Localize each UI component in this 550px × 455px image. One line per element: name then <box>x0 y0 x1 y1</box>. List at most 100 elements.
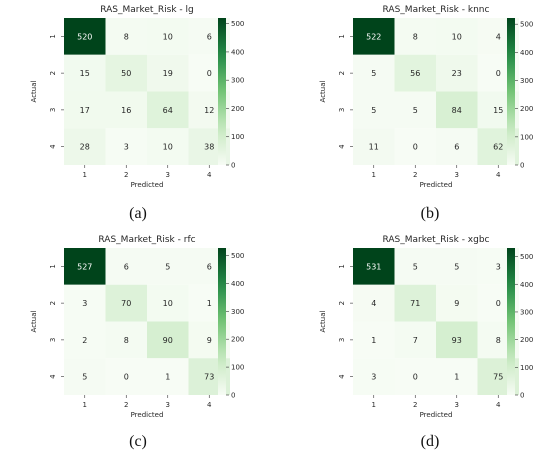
y-axis-label: Actual <box>319 310 327 332</box>
heatmap-cell <box>64 248 106 285</box>
cell-value-label: 3 <box>371 373 376 382</box>
heatmap-cell <box>394 358 436 395</box>
heatmap-cell <box>394 128 436 165</box>
y-tick-label: 2 <box>49 301 57 305</box>
y-tick-label: 3 <box>338 108 346 112</box>
cell-value-label: 15 <box>80 69 90 78</box>
heatmap-cell <box>64 18 106 55</box>
heatmap-cell <box>147 128 189 165</box>
subfigure-caption: (a) <box>129 205 147 222</box>
heatmap-cell <box>105 18 147 55</box>
x-axis-label: Predicted <box>420 411 453 419</box>
x-tick-label: 3 <box>455 401 459 409</box>
heatmap-cell <box>353 18 395 55</box>
cell-value-label: 84 <box>452 106 462 115</box>
colorbar-tick-label: 0 <box>520 392 524 400</box>
colorbar <box>507 18 515 165</box>
heatmap-cell <box>64 54 106 92</box>
cell-value-label: 531 <box>366 262 381 271</box>
heatmap-cell <box>394 248 436 285</box>
cell-value-label: 10 <box>452 32 462 41</box>
heatmap-cell <box>353 248 395 285</box>
heatmap-cell <box>353 358 395 395</box>
colorbar-tick-label: 400 <box>231 48 244 56</box>
heatmap-cell <box>147 18 189 55</box>
cell-value-label: 5 <box>413 106 418 115</box>
cell-value-label: 71 <box>410 299 420 308</box>
colorbar-tick-label: 100 <box>520 133 533 141</box>
cell-value-label: 10 <box>163 32 173 41</box>
colorbar-tick-label: 200 <box>520 105 533 113</box>
chart-title: RAS_Market_Risk - lg <box>100 5 194 15</box>
colorbar-tick-label: 500 <box>520 21 533 29</box>
x-tick-label: 2 <box>413 171 417 179</box>
heatmap-cell <box>147 284 189 322</box>
cell-value-label: 73 <box>204 373 214 382</box>
colorbar <box>218 248 226 395</box>
colorbar <box>218 18 226 165</box>
cell-value-label: 6 <box>207 32 212 41</box>
cell-value-label: 0 <box>207 69 212 78</box>
x-axis-label: Predicted <box>131 181 164 189</box>
colorbar-tick-label: 300 <box>231 77 244 85</box>
y-tick-label: 3 <box>338 338 346 342</box>
y-axis-label: Actual <box>30 310 38 332</box>
colorbar-tick-label: 400 <box>520 49 533 57</box>
x-tick-label: 1 <box>83 401 87 409</box>
x-tick-label: 2 <box>124 401 128 409</box>
cell-value-label: 1 <box>165 373 170 382</box>
heatmap-cell <box>147 248 189 285</box>
heatmap-cell <box>105 284 147 322</box>
x-tick-label: 1 <box>372 401 376 409</box>
cell-value-label: 17 <box>80 106 90 115</box>
heatmap-cell <box>64 321 106 359</box>
y-tick-label: 4 <box>49 144 57 149</box>
cell-value-label: 11 <box>369 143 379 152</box>
x-tick-label: 3 <box>166 401 170 409</box>
heatmap-cell <box>436 54 478 92</box>
heatmap-cell <box>353 91 395 129</box>
y-axis-label: Actual <box>30 80 38 102</box>
colorbar-tick-label: 0 <box>231 162 235 170</box>
y-tick-label: 2 <box>49 71 57 75</box>
heatmap-cell <box>394 284 436 322</box>
subfigure-caption: (c) <box>129 433 147 450</box>
cell-value-label: 64 <box>163 106 173 115</box>
y-tick-label: 1 <box>338 264 346 268</box>
heatmap-cell <box>394 321 436 359</box>
x-tick-label: 1 <box>83 171 87 179</box>
x-tick-label: 4 <box>496 401 501 409</box>
cell-value-label: 3 <box>496 262 501 271</box>
cell-value-label: 5 <box>82 373 87 382</box>
y-tick-label: 4 <box>338 374 346 379</box>
cell-value-label: 50 <box>121 69 131 78</box>
heatmap-cell <box>394 54 436 92</box>
y-tick-label: 3 <box>49 108 57 112</box>
x-tick-label: 1 <box>372 171 376 179</box>
cell-value-label: 70 <box>121 299 131 308</box>
cell-value-label: 90 <box>163 336 173 345</box>
cell-value-label: 8 <box>124 336 129 345</box>
x-axis-label: Predicted <box>131 411 164 419</box>
subfigure-caption: (d) <box>421 433 440 450</box>
heatmap-cell <box>436 91 478 129</box>
heatmap-cell <box>436 358 478 395</box>
colorbar-tick-label: 300 <box>520 308 533 316</box>
heatmap-cell <box>147 358 189 395</box>
x-tick-label: 2 <box>124 171 128 179</box>
x-tick-label: 4 <box>207 171 212 179</box>
cell-value-label: 2 <box>82 336 87 345</box>
cell-value-label: 4 <box>496 32 501 41</box>
colorbar-tick-label: 200 <box>231 336 244 344</box>
cell-value-label: 10 <box>163 299 173 308</box>
heatmap-cell <box>436 321 478 359</box>
cell-value-label: 0 <box>496 69 501 78</box>
heatmap-cell <box>105 358 147 395</box>
cell-value-label: 0 <box>413 143 418 152</box>
heatmap-cell <box>105 54 147 92</box>
chart-title: RAS_Market_Risk - knnc <box>383 5 490 15</box>
y-tick-label: 1 <box>49 264 57 268</box>
colorbar-tick-label: 500 <box>231 252 244 260</box>
